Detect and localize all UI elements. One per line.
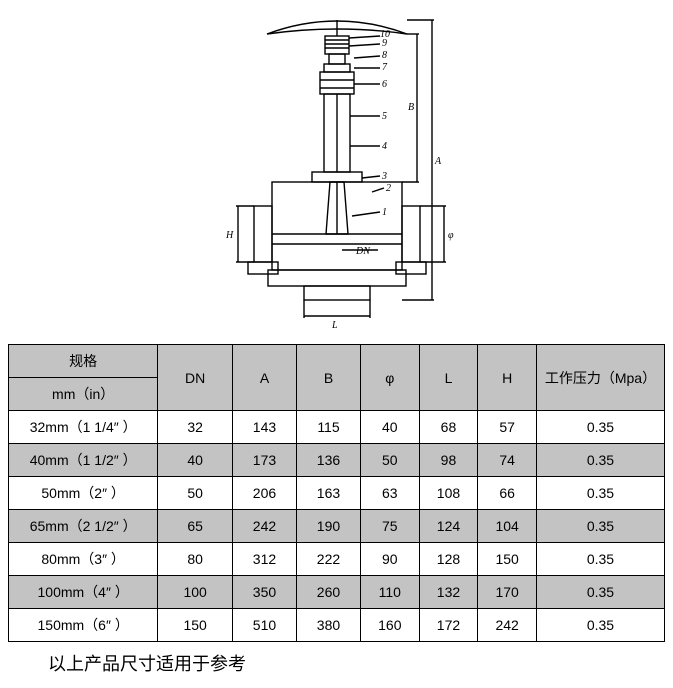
footer-note: 以上产品尺寸适用于参考 <box>48 650 665 676</box>
cell-phi: 50 <box>360 444 419 477</box>
th-h: H <box>478 345 537 411</box>
dim-L: L <box>331 320 338 331</box>
cell-a: 242 <box>232 510 296 543</box>
table-row: 40mm（1 1/2″ ）401731365098740.35 <box>9 444 665 477</box>
th-pressure: 工作压力（Mpa） <box>536 345 664 411</box>
cell-b: 222 <box>296 543 360 576</box>
callout-4: 4 <box>382 141 387 152</box>
table-row: 50mm（2″ ）5020616363108660.35 <box>9 477 665 510</box>
spec-tbody: 32mm（1 1/4″ ）321431154068570.3540mm（1 1/… <box>9 411 665 642</box>
table-row: 65mm（2 1/2″ ）65242190751241040.35 <box>9 510 665 543</box>
callout-9: 9 <box>382 38 387 49</box>
cell-phi: 63 <box>360 477 419 510</box>
valve-svg: 10 9 8 7 6 5 4 3 2 1 A B H φ L DN <box>212 6 462 336</box>
cell-a: 350 <box>232 576 296 609</box>
cell-spec: 80mm（3″ ） <box>9 543 158 576</box>
cell-phi: 90 <box>360 543 419 576</box>
cell-l: 68 <box>419 411 478 444</box>
cell-h: 66 <box>478 477 537 510</box>
dim-H: H <box>225 230 234 241</box>
cell-spec: 32mm（1 1/4″ ） <box>9 411 158 444</box>
cell-phi: 75 <box>360 510 419 543</box>
table-row: 32mm（1 1/4″ ）321431154068570.35 <box>9 411 665 444</box>
callout-7: 7 <box>382 62 388 73</box>
dim-B: B <box>408 102 414 113</box>
cell-b: 163 <box>296 477 360 510</box>
cell-a: 206 <box>232 477 296 510</box>
th-spec-top: 规格 <box>9 345 158 378</box>
cell-dn: 50 <box>158 477 233 510</box>
cell-h: 57 <box>478 411 537 444</box>
th-spec-bottom: mm（in） <box>9 378 158 411</box>
cell-spec: 40mm（1 1/2″ ） <box>9 444 158 477</box>
cell-a: 143 <box>232 411 296 444</box>
th-dn: DN <box>158 345 233 411</box>
spec-table: 规格 DN A B φ L H 工作压力（Mpa） mm（in） 32mm（1 … <box>8 344 665 642</box>
cell-p: 0.35 <box>536 444 664 477</box>
cell-b: 260 <box>296 576 360 609</box>
cell-l: 132 <box>419 576 478 609</box>
callout-2: 2 <box>386 183 391 194</box>
cell-b: 190 <box>296 510 360 543</box>
cell-p: 0.35 <box>536 510 664 543</box>
cell-l: 98 <box>419 444 478 477</box>
th-phi: φ <box>360 345 419 411</box>
th-a: A <box>232 345 296 411</box>
cell-dn: 32 <box>158 411 233 444</box>
cell-l: 128 <box>419 543 478 576</box>
table-row: 80mm（3″ ）80312222901281500.35 <box>9 543 665 576</box>
cell-spec: 65mm（2 1/2″ ） <box>9 510 158 543</box>
th-l: L <box>419 345 478 411</box>
cell-p: 0.35 <box>536 477 664 510</box>
cell-dn: 80 <box>158 543 233 576</box>
cell-phi: 110 <box>360 576 419 609</box>
cell-a: 173 <box>232 444 296 477</box>
dim-A: A <box>434 156 442 167</box>
callout-3: 3 <box>381 171 387 182</box>
cell-l: 124 <box>419 510 478 543</box>
cell-dn: 40 <box>158 444 233 477</box>
cell-h: 74 <box>478 444 537 477</box>
table-row: 100mm（4″ ）1003502601101321700.35 <box>9 576 665 609</box>
dim-DN: DN <box>355 246 371 257</box>
cell-p: 0.35 <box>536 543 664 576</box>
cell-spec: 50mm（2″ ） <box>9 477 158 510</box>
cell-b: 115 <box>296 411 360 444</box>
cell-p: 0.35 <box>536 576 664 609</box>
callout-5: 5 <box>382 111 387 122</box>
callout-8: 8 <box>382 50 387 61</box>
cell-l: 108 <box>419 477 478 510</box>
valve-diagram: 10 9 8 7 6 5 4 3 2 1 A B H φ L DN <box>8 6 665 336</box>
cell-h: 104 <box>478 510 537 543</box>
callout-1: 1 <box>382 207 387 218</box>
dim-phi: φ <box>448 230 454 241</box>
cell-phi: 40 <box>360 411 419 444</box>
cell-b: 136 <box>296 444 360 477</box>
cell-dn: 100 <box>158 576 233 609</box>
cell-spec: 100mm（4″ ） <box>9 576 158 609</box>
cell-h: 150 <box>478 543 537 576</box>
cell-dn: 65 <box>158 510 233 543</box>
th-b: B <box>296 345 360 411</box>
cell-a: 312 <box>232 543 296 576</box>
cell-p: 0.35 <box>536 411 664 444</box>
callout-6: 6 <box>382 79 387 90</box>
cell-h: 170 <box>478 576 537 609</box>
